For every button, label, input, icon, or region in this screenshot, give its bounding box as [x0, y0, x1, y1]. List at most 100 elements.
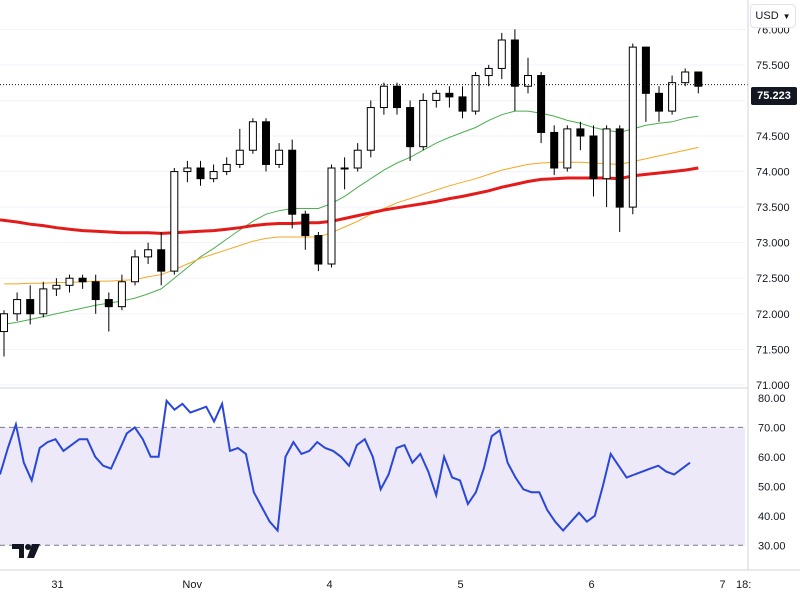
candle[interactable]: [196, 160, 205, 186]
candle[interactable]: [524, 57, 532, 94]
candle-body: [157, 249, 166, 272]
candle[interactable]: [117, 274, 126, 311]
candle-body: [209, 171, 218, 180]
candle[interactable]: [340, 157, 349, 190]
time-tick-label: 18:: [736, 579, 751, 591]
current-price-tag: 75.223: [751, 87, 797, 105]
time-tick-label: Nov: [182, 579, 202, 591]
candle[interactable]: [65, 274, 74, 293]
candle[interactable]: [589, 125, 598, 197]
rsi-line: [0, 398, 691, 533]
candle[interactable]: [13, 292, 22, 321]
candle-body: [65, 277, 74, 286]
candle[interactable]: [52, 278, 61, 296]
candle-body: [615, 128, 624, 208]
candle[interactable]: [314, 232, 323, 272]
time-tick-label: 5: [458, 579, 464, 591]
candle[interactable]: [301, 210, 310, 250]
candle[interactable]: [78, 274, 87, 289]
candle[interactable]: [379, 82, 388, 115]
candle[interactable]: [550, 125, 559, 176]
candle[interactable]: [26, 285, 35, 325]
candle[interactable]: [91, 274, 100, 314]
candle-body: [484, 67, 493, 77]
price-tick-label: 71.500: [756, 344, 790, 356]
candle[interactable]: [288, 139, 297, 229]
candle-body: [681, 71, 690, 84]
candle[interactable]: [406, 100, 415, 161]
candle[interactable]: [222, 157, 231, 176]
candle[interactable]: [458, 86, 467, 119]
rsi-series-line: [0, 398, 691, 533]
candle[interactable]: [104, 292, 113, 332]
candle-body: [78, 277, 87, 283]
candle-body: [366, 107, 375, 151]
rsi-band-fill: [0, 427, 745, 546]
gridlines: [0, 28, 745, 386]
candle[interactable]: [563, 125, 572, 172]
axes: [0, 0, 800, 571]
candle[interactable]: [484, 64, 493, 87]
candle[interactable]: [209, 164, 218, 183]
candle[interactable]: [327, 164, 336, 268]
candle[interactable]: [497, 32, 506, 80]
candle-body: [235, 149, 244, 165]
candle[interactable]: [668, 75, 677, 115]
candle[interactable]: [681, 68, 690, 87]
candle-body: [393, 85, 401, 109]
candle-body: [576, 128, 585, 137]
candle[interactable]: [235, 128, 244, 168]
candle-body: [39, 288, 48, 315]
candle-body: [550, 131, 559, 169]
candle[interactable]: [602, 125, 611, 208]
candle[interactable]: [419, 93, 428, 151]
ma-long-line: [0, 166, 699, 235]
candle[interactable]: [144, 242, 153, 264]
candle-body: [144, 249, 153, 258]
time-tick-label: 4: [327, 579, 333, 591]
candle[interactable]: [275, 143, 284, 168]
candle[interactable]: [537, 72, 546, 144]
rsi-tick-label: 80.00: [758, 393, 786, 405]
candle-body: [131, 256, 139, 283]
candle[interactable]: [576, 121, 585, 151]
candle[interactable]: [615, 125, 624, 232]
candle[interactable]: [628, 43, 637, 215]
candle[interactable]: [353, 143, 362, 172]
candle-body: [432, 92, 441, 101]
candle-body: [104, 299, 113, 308]
candle-body: [52, 284, 61, 290]
candle[interactable]: [655, 86, 663, 122]
currency-selector[interactable]: USD ▼: [750, 4, 796, 28]
candle[interactable]: [445, 86, 454, 108]
candle-body: [471, 75, 480, 112]
candle[interactable]: [183, 160, 192, 183]
candle[interactable]: [170, 168, 179, 275]
candle[interactable]: [131, 249, 139, 286]
price-tick-label: 72.000: [756, 309, 790, 321]
candle[interactable]: [0, 310, 8, 357]
candle[interactable]: [641, 46, 650, 122]
candle-body: [419, 99, 428, 148]
price-tick-label: 73.000: [756, 238, 790, 250]
candlesticks[interactable]: [0, 29, 703, 357]
tradingview-logo: [12, 544, 40, 558]
candle[interactable]: [393, 82, 401, 115]
candle-body: [497, 39, 506, 69]
time-axis-labels: 31 Nov 4 5 6 7 18:: [51, 579, 751, 591]
candle[interactable]: [157, 232, 166, 286]
candle-body: [327, 167, 336, 265]
candle[interactable]: [471, 72, 480, 115]
candle[interactable]: [694, 71, 703, 94]
candle-body: [301, 213, 310, 237]
candle-body: [26, 299, 35, 315]
rsi-tick-label: 40.00: [758, 511, 786, 523]
candle-body: [170, 171, 179, 272]
candle[interactable]: [248, 118, 257, 154]
candle[interactable]: [510, 29, 519, 112]
candle[interactable]: [39, 281, 48, 318]
candle[interactable]: [432, 89, 441, 108]
candle[interactable]: [366, 100, 375, 158]
candle[interactable]: [262, 118, 270, 172]
ma-mid-line: [4, 146, 699, 285]
